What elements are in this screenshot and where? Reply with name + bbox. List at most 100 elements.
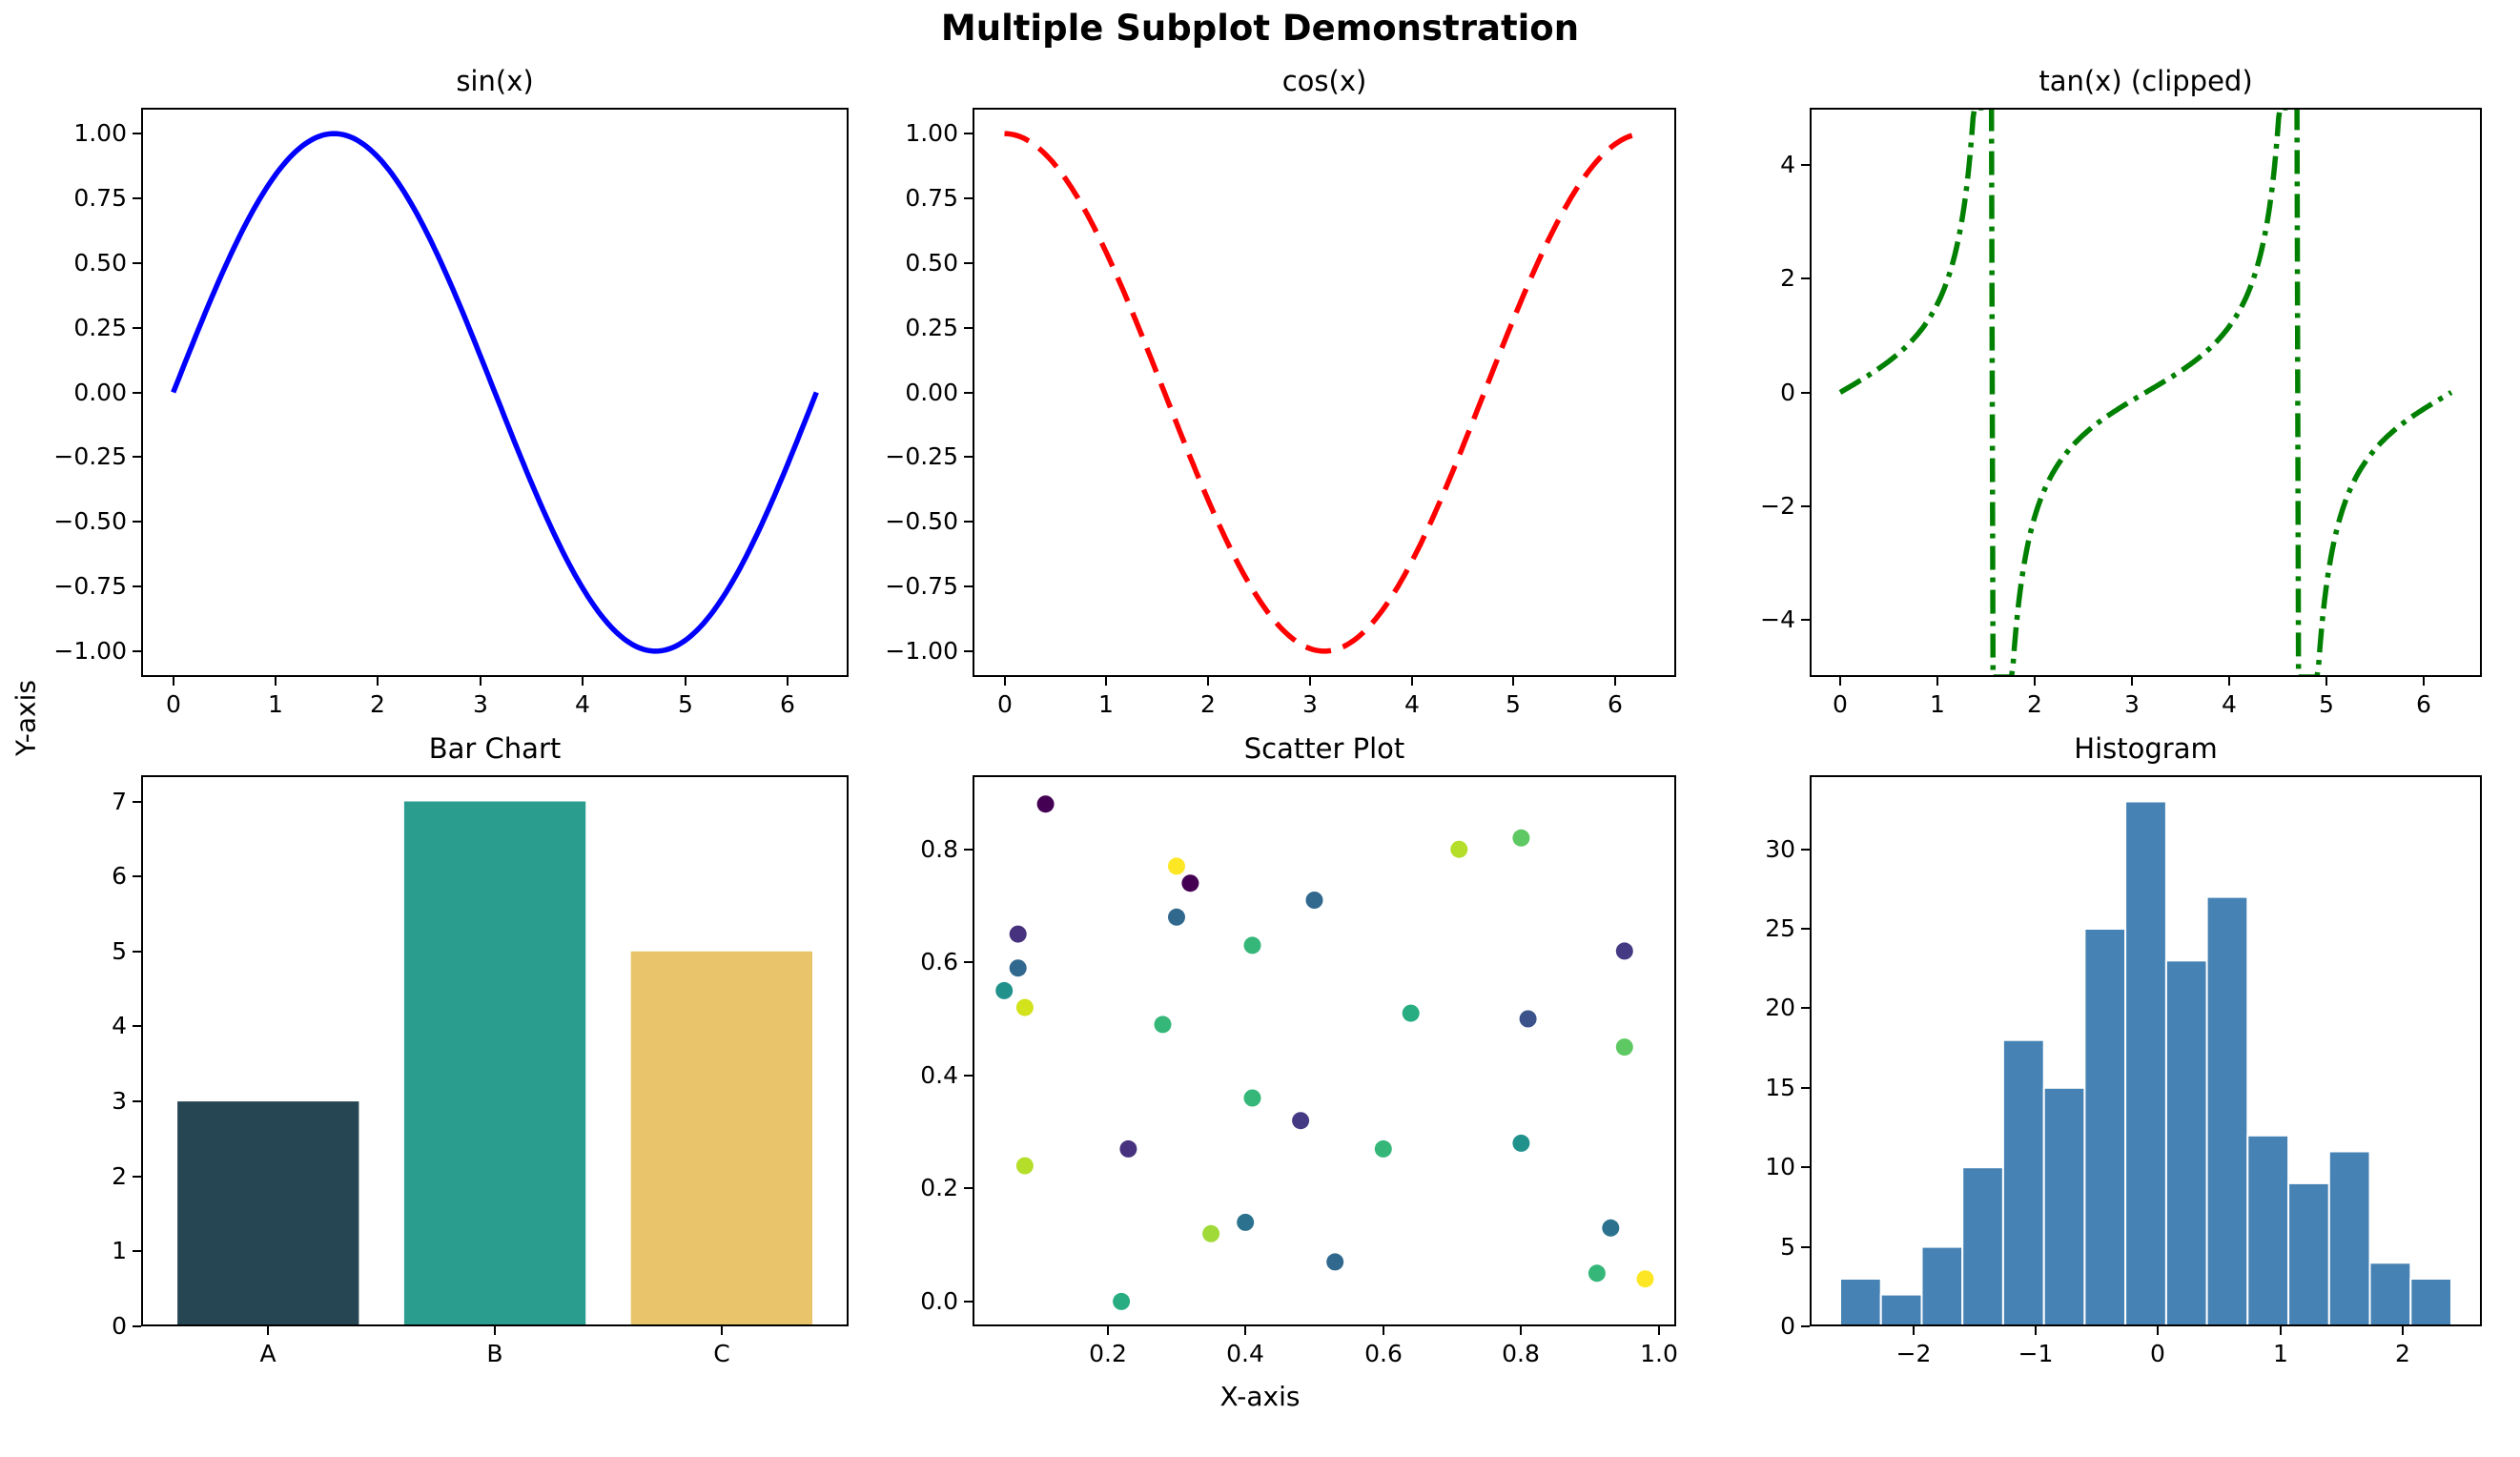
cos-title: cos(x)	[1281, 65, 1367, 97]
hist-bin-3	[1961, 1166, 2004, 1326]
hist-xtick-label: 2	[2395, 1340, 2410, 1367]
hist-bin-5	[2042, 1086, 2086, 1326]
scatter-xtick	[1658, 1326, 1660, 1335]
scatter-point-3	[1305, 892, 1323, 909]
hist-xtick	[2035, 1326, 2037, 1335]
sin-xtick	[173, 677, 174, 686]
hist-bin-2	[1920, 1245, 1964, 1326]
scatter-xtick	[1383, 1326, 1384, 1335]
tan-xtick-label: 0	[1833, 690, 1848, 718]
tan-xtick	[2034, 677, 2036, 686]
sin-xtick	[582, 677, 584, 686]
sin-ytick	[133, 133, 141, 134]
bar-ytick	[133, 1325, 141, 1327]
sin-ytick	[133, 327, 141, 329]
scatter-xtick-label: 1.0	[1640, 1340, 1678, 1367]
bar-xtick-label: A	[259, 1340, 277, 1367]
sin-ytick	[133, 650, 141, 652]
sin-ytick-label: −0.75	[53, 572, 127, 600]
cos-ytick-label: 0.25	[905, 314, 958, 341]
cos-xtick	[1614, 677, 1616, 686]
figure-xlabel: X-axis	[1219, 1381, 1301, 1412]
scatter-point-1	[1168, 857, 1185, 875]
bar-ytick	[133, 875, 141, 877]
axes-cos	[973, 108, 1676, 677]
cos-ytick	[964, 197, 973, 199]
sin-ytick	[133, 456, 141, 458]
cos-xtick	[1512, 677, 1514, 686]
cos-xtick-label: 3	[1302, 690, 1318, 718]
hist-bin-8	[2164, 959, 2208, 1326]
hist-bin-13	[2368, 1262, 2412, 1326]
scatter-point-20	[1292, 1112, 1310, 1130]
cos-ytick-label: −0.25	[885, 442, 958, 470]
sin-xtick-label: 2	[370, 690, 385, 718]
hist-ytick	[1801, 928, 1810, 930]
tan-xtick	[2423, 677, 2425, 686]
scatter-point-5	[1243, 936, 1261, 954]
sin-xtick-label: 6	[780, 690, 795, 718]
cos-xtick	[1309, 677, 1311, 686]
sin-plot-area	[171, 131, 819, 654]
bar-ytick	[133, 1176, 141, 1178]
cos-ytick-label: 0.50	[905, 249, 958, 277]
hist-plot-area	[1839, 800, 2452, 1326]
sin-xtick-label: 0	[166, 690, 181, 718]
tan-ytick-label: 2	[1780, 264, 1795, 292]
scatter-xtick-label: 0.2	[1089, 1340, 1127, 1367]
bar-B	[403, 801, 586, 1326]
sin-xtick	[480, 677, 481, 686]
cos-ytick	[964, 133, 973, 134]
sin-ytick	[133, 521, 141, 523]
sin-ytick	[133, 392, 141, 394]
scatter-point-12	[1512, 829, 1530, 847]
sin-xtick	[787, 677, 789, 686]
hist-ytick-label: 25	[1765, 914, 1795, 942]
bar-ytick	[133, 1025, 141, 1027]
scatter-point-2	[1181, 874, 1199, 893]
hist-ytick	[1801, 1166, 1810, 1168]
scatter-ytick-label: 0.0	[920, 1287, 958, 1315]
hist-ytick	[1801, 1087, 1810, 1089]
sin-ytick	[133, 585, 141, 587]
bar-ytick	[133, 1250, 141, 1252]
hist-ytick	[1801, 1246, 1810, 1248]
bar-ytick-label: 7	[112, 788, 127, 815]
tan-xtick	[1839, 677, 1841, 686]
cos-xtick-label: 4	[1404, 690, 1420, 718]
tan-ytick	[1801, 392, 1810, 394]
hist-xtick	[2402, 1326, 2404, 1335]
scatter-point-19	[1243, 1089, 1261, 1107]
cos-curve	[1004, 131, 1645, 654]
hist-xtick-label: 1	[2273, 1340, 2288, 1367]
hist-ytick-label: 30	[1765, 835, 1795, 863]
axes-hist	[1810, 775, 2482, 1326]
scatter-ytick-label: 0.6	[920, 948, 958, 975]
tan-ytick-label: 0	[1780, 379, 1795, 406]
sin-ytick-label: 0.50	[73, 249, 127, 277]
scatter-point-15	[1519, 1010, 1537, 1028]
bar-ytick-label: 6	[112, 862, 127, 890]
scatter-plot-area	[995, 795, 1654, 1310]
scatter-xtick-label: 0.4	[1226, 1340, 1264, 1367]
hist-ytick-label: 20	[1765, 994, 1795, 1021]
tan-ytick	[1801, 619, 1810, 621]
cos-ytick-label: 1.00	[905, 119, 958, 147]
sin-xtick	[275, 677, 277, 686]
hist-bin-9	[2205, 895, 2249, 1326]
bar-title: Bar Chart	[428, 732, 562, 765]
scatter-point-17	[1015, 1157, 1034, 1175]
scatter-xtick-label: 0.6	[1364, 1340, 1403, 1367]
bar-xtick	[267, 1326, 269, 1335]
hist-bin-14	[2409, 1278, 2452, 1326]
bar-ytick-label: 3	[112, 1087, 127, 1115]
scatter-xtick-label: 0.8	[1502, 1340, 1540, 1367]
hist-ytick-label: 10	[1765, 1153, 1795, 1180]
bar-plot-area	[177, 801, 812, 1326]
scatter-point-27	[1602, 1219, 1620, 1237]
tan-xtick	[2325, 677, 2327, 686]
cos-xtick	[1004, 677, 1006, 686]
cos-plot-area	[1004, 131, 1645, 654]
sin-xtick-label: 1	[268, 690, 283, 718]
scatter-ytick-label: 0.2	[920, 1174, 958, 1201]
